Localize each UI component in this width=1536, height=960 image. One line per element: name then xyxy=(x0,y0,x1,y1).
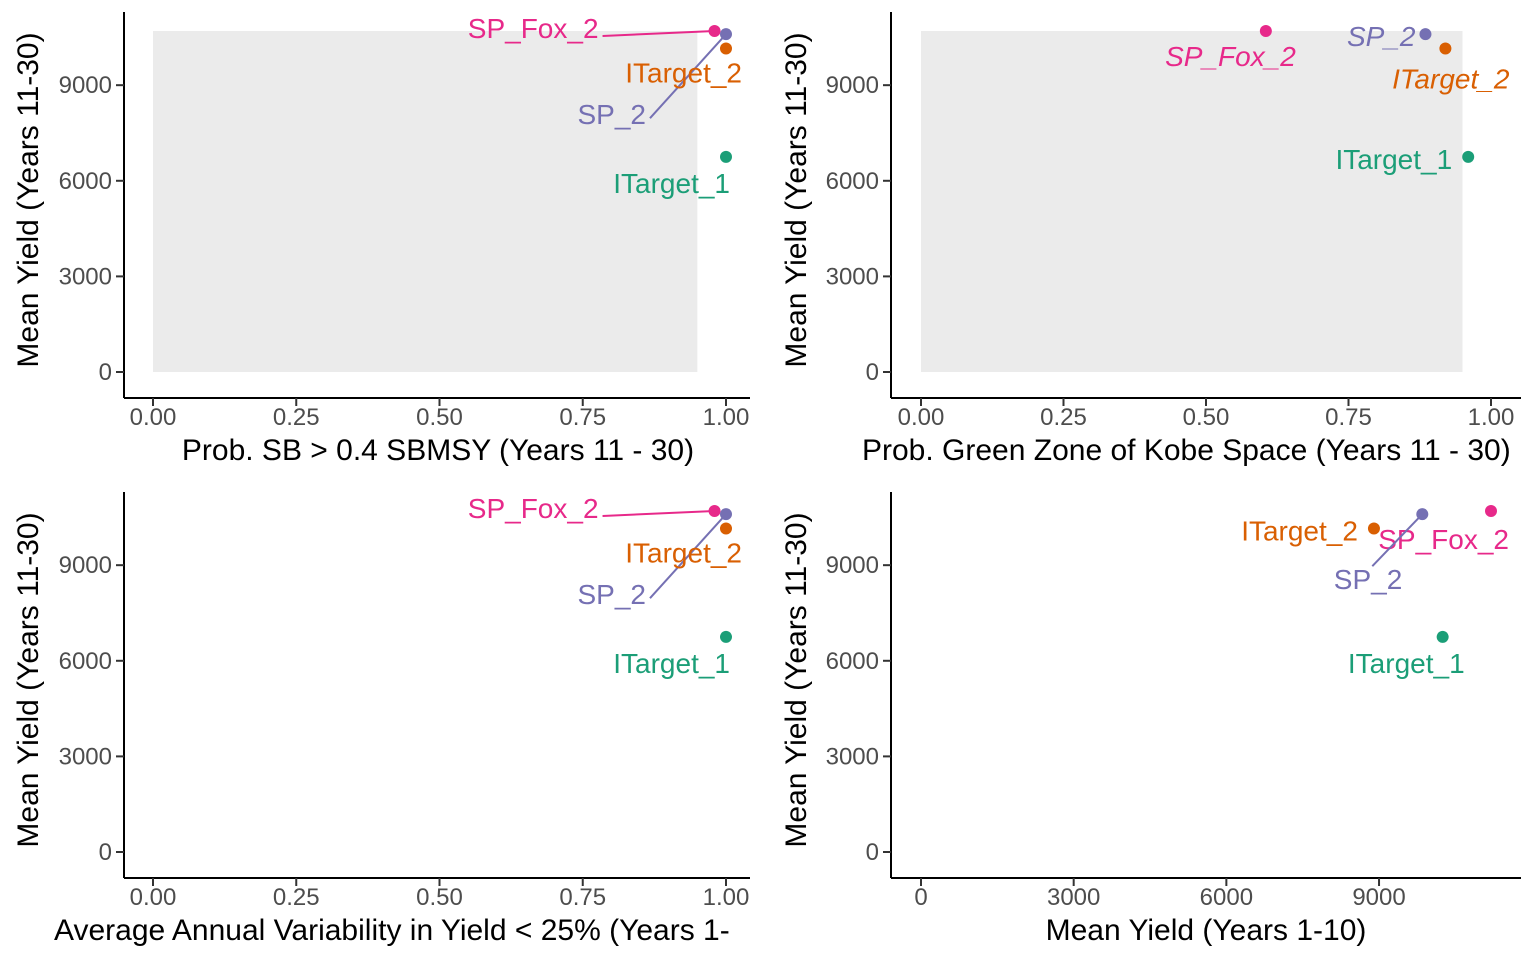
data-point xyxy=(720,150,732,163)
point-label: SP_Fox_2 xyxy=(1165,41,1296,72)
y-tick-label: 9000 xyxy=(826,72,879,99)
point-label: ITarget_1 xyxy=(1348,648,1465,679)
x-tick-label: 0.25 xyxy=(273,884,320,911)
x-tick-label: 0.75 xyxy=(559,884,606,911)
panel-4: 0 3000 6000 9000 0 3000 6000 9000 Mean Yield (Ye… xyxy=(780,492,1521,947)
x-tick-label: 1.00 xyxy=(703,404,750,431)
x-axis-title: Prob. SB > 0.4 SBMSY (Years 11 - 30) xyxy=(182,434,694,467)
point-label: ITarget_2 xyxy=(1392,64,1510,95)
panel-1: 0 3000 6000 9000 0.00 0.25 0.50 0.75 1.00 Prob. S… xyxy=(12,12,750,467)
y-tick-label: 3000 xyxy=(826,743,879,770)
point-label: ITarget_1 xyxy=(613,648,730,679)
x-tick-label: 6000 xyxy=(1200,884,1253,911)
x-tick-label: 0.25 xyxy=(1040,404,1087,431)
label-leader-line xyxy=(602,510,715,517)
label-leader-line xyxy=(649,513,727,599)
y-axis-title: Mean Yield (Years 11-30) xyxy=(12,32,45,367)
data-point xyxy=(720,28,732,41)
point-label: SP_Fox_2 xyxy=(468,13,599,44)
point-label: SP_2 xyxy=(578,579,647,610)
data-point xyxy=(720,42,732,55)
y-axis-title: Mean Yield (Years 11-30) xyxy=(780,32,813,367)
data-point xyxy=(1416,508,1429,521)
x-tick-label: 0.25 xyxy=(273,404,320,431)
y-tick-label: 0 xyxy=(99,839,112,866)
data-point xyxy=(720,508,732,521)
y-tick-label: 3000 xyxy=(826,263,879,290)
data-point xyxy=(1462,150,1475,163)
data-point xyxy=(1367,522,1380,535)
point-label: ITarget_1 xyxy=(1335,144,1452,175)
x-axis-title: Average Annual Variability in Yield < 25… xyxy=(54,914,730,947)
x-tick-label: 0.75 xyxy=(1325,404,1372,431)
x-tick-label: 1.00 xyxy=(1468,404,1515,431)
y-tick-label: 3000 xyxy=(59,743,112,770)
label-leader-line xyxy=(649,33,727,119)
y-axis-title: Mean Yield (Years 11-30) xyxy=(780,512,813,847)
data-point xyxy=(1419,28,1432,41)
data-point xyxy=(708,505,721,517)
panel-3: 0 3000 6000 9000 0.00 0.25 0.50 0.75 1.00 Average… xyxy=(12,492,750,947)
x-tick-label: 3000 xyxy=(1047,884,1100,911)
x-axis-title: Prob. Green Zone of Kobe Space (Years 11… xyxy=(862,434,1511,467)
data-point xyxy=(1259,25,1272,37)
y-tick-label: 6000 xyxy=(826,648,879,675)
data-point xyxy=(708,25,721,37)
x-tick-label: 9000 xyxy=(1352,884,1405,911)
y-tick-label: 9000 xyxy=(826,552,879,579)
y-tick-label: 6000 xyxy=(59,168,112,195)
x-tick-label: 0.50 xyxy=(416,404,463,431)
shaded-region xyxy=(153,31,698,372)
data-point xyxy=(1485,505,1497,517)
y-tick-label: 6000 xyxy=(59,648,112,675)
shaded-region xyxy=(921,31,1463,372)
y-tick-label: 9000 xyxy=(59,72,112,99)
x-tick-label: 0 xyxy=(914,884,927,911)
y-tick-label: 3000 xyxy=(59,263,112,290)
x-tick-label: 1.00 xyxy=(703,884,750,911)
label-leader-line xyxy=(1371,513,1424,567)
data-point xyxy=(720,630,732,643)
data-point xyxy=(1439,42,1452,55)
x-tick-label: 0.50 xyxy=(1183,404,1230,431)
y-tick-label: 0 xyxy=(866,359,879,386)
x-tick-label: 0.00 xyxy=(130,884,177,911)
point-label: SP_2 xyxy=(578,99,647,130)
point-label: SP_Fox_2 xyxy=(1378,524,1509,555)
x-tick-label: 0.50 xyxy=(416,884,463,911)
data-point xyxy=(720,522,732,535)
y-tick-label: 0 xyxy=(99,359,112,386)
point-label: ITarget_1 xyxy=(613,168,730,199)
point-label: ITarget_2 xyxy=(625,58,742,89)
y-tick-label: 9000 xyxy=(59,552,112,579)
point-label: ITarget_2 xyxy=(1241,516,1358,547)
x-tick-label: 0.00 xyxy=(130,404,177,431)
panel-2: 0 3000 6000 9000 0.00 0.25 0.50 0.75 1.00 Prob. G… xyxy=(780,12,1521,467)
x-tick-label: 0.00 xyxy=(898,404,945,431)
data-point xyxy=(1436,630,1449,643)
point-label: SP_2 xyxy=(1334,564,1403,595)
label-leader-line xyxy=(602,30,715,37)
y-axis-title: Mean Yield (Years 11-30) xyxy=(12,512,45,847)
x-axis-title: Mean Yield (Years 1-10) xyxy=(1046,914,1367,947)
point-label: SP_Fox_2 xyxy=(468,493,599,524)
y-tick-label: 0 xyxy=(866,839,879,866)
point-label: ITarget_2 xyxy=(625,538,742,569)
point-label: SP_2 xyxy=(1347,21,1416,52)
y-tick-label: 6000 xyxy=(826,168,879,195)
x-tick-label: 0.75 xyxy=(559,404,606,431)
